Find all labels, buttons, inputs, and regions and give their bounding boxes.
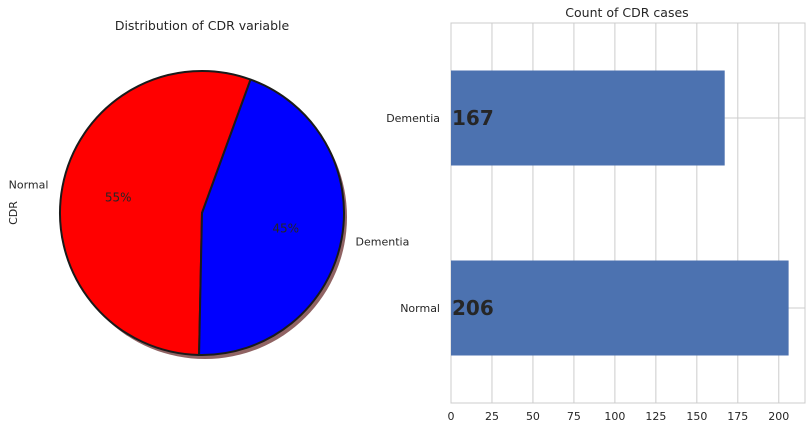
x-tick-label: 175 (727, 410, 748, 423)
pie-label-dementia: Dementia (356, 236, 410, 249)
bar-chart: Count of CDR cases 206 Normal 167 Dementia 0… (386, 5, 806, 423)
x-tick-label: 50 (526, 410, 540, 423)
bar-title: Count of CDR cases (565, 5, 688, 20)
pie-slice-normal (59, 70, 252, 356)
pie-chart: Distribution of CDR variable CDR Normal 5… (7, 18, 409, 359)
pie-ylabel: CDR (7, 201, 20, 225)
x-tick-label: 125 (645, 410, 666, 423)
y-tick-label-normal: Normal (400, 302, 440, 315)
pie-label-normal: Normal (9, 178, 49, 191)
x-tick-label: 150 (686, 410, 707, 423)
bar-value-label-dementia: 167 (452, 106, 494, 130)
x-tick-label: 0 (448, 410, 455, 423)
bar-dementia (451, 70, 725, 166)
pie-title: Distribution of CDR variable (115, 18, 290, 33)
x-tick-label: 75 (567, 410, 581, 423)
bar-normal (451, 260, 789, 356)
pie-slice-dementia (198, 78, 345, 356)
pie-pct-normal: 55% (105, 190, 132, 204)
x-tick-label: 25 (485, 410, 499, 423)
x-tick-label: 200 (768, 410, 789, 423)
y-tick-label-dementia: Dementia (386, 112, 440, 125)
pie-pct-dementia: 45% (272, 222, 299, 236)
x-tick-label: 100 (604, 410, 625, 423)
plot-frame (450, 22, 806, 404)
pie-slices: Normal 55% Dementia 45% (9, 70, 410, 359)
bar-plot: 206 Normal 167 Dementia 0 25 50 75 100 125 150 175 2… (386, 22, 806, 423)
bar-value-label-normal: 206 (452, 296, 494, 320)
